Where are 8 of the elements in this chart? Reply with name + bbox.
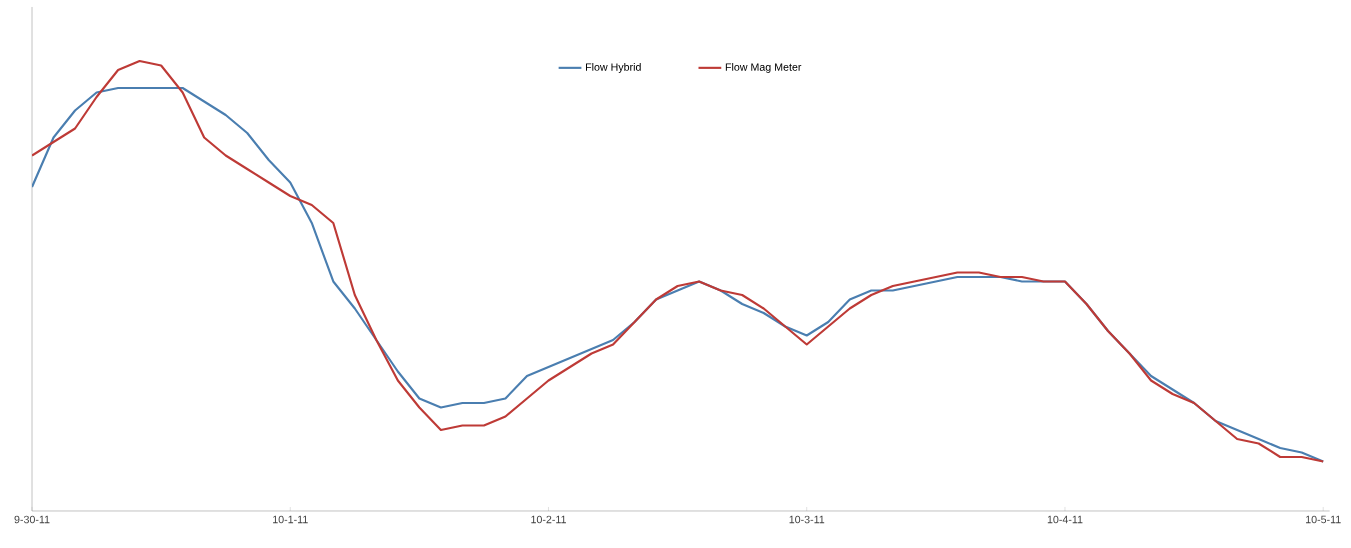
legend-label: Flow Hybrid bbox=[586, 62, 641, 73]
x-tick-label: 10-4-11 bbox=[1047, 515, 1083, 524]
x-tick-label: 10-3-11 bbox=[789, 515, 825, 524]
x-tick-label: 10-1-11 bbox=[273, 515, 308, 524]
legend-label: Flow Mag Meter bbox=[725, 62, 802, 73]
x-tick-label: 10-5-11 bbox=[1306, 515, 1341, 524]
x-tick-label: 10-2-11 bbox=[531, 515, 566, 524]
x-tick-label: 9-30-11 bbox=[14, 515, 50, 524]
